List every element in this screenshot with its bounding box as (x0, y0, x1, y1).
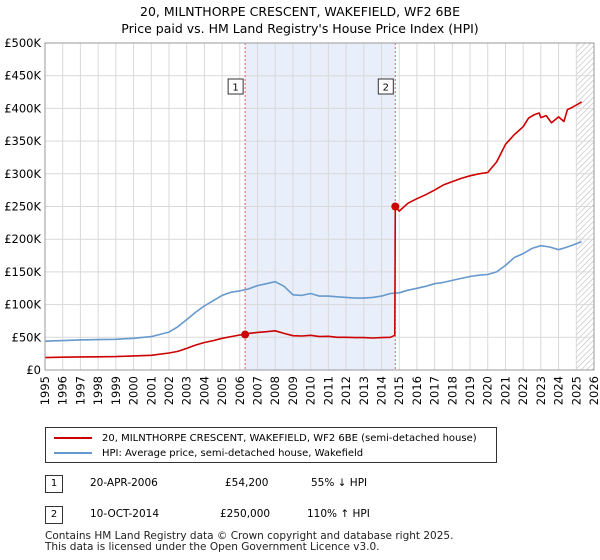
x-tick-label: 2003 (180, 376, 194, 405)
x-tick-label: 2010 (304, 376, 318, 405)
legend-hpi-swatch (54, 452, 92, 454)
x-tick-label: 2022 (516, 376, 530, 405)
y-tick-label: £200K (4, 232, 41, 246)
y-tick-label: £350K (4, 134, 41, 148)
sale-hpi-change: 55% ↓ HPI (311, 477, 368, 489)
x-tick-label: 2015 (392, 376, 406, 405)
sale-marker (391, 202, 400, 211)
y-tick-label: £100K (4, 298, 41, 312)
x-tick-label: 2016 (410, 376, 424, 405)
property-series-line (44, 101, 583, 359)
sale-price: £54,200 (225, 477, 269, 489)
x-tick-label: 2000 (127, 376, 141, 405)
x-tick-label: 2014 (374, 376, 388, 405)
x-tick-label: 2011 (321, 376, 335, 405)
y-tick-label: £300K (4, 167, 41, 181)
x-tick-label: 2026 (587, 376, 600, 405)
x-tick-label: 2005 (215, 376, 229, 405)
chart-subtitle: Price paid vs. HM Land Registry's House … (121, 21, 479, 36)
legend: 20, MILNTHORPE CRESCENT, WAKEFIELD, WF2 … (45, 427, 497, 463)
plot-frame (44, 42, 595, 371)
x-tick-label: 2021 (498, 376, 512, 405)
sale-label-text: 2 (383, 83, 389, 94)
x-tick-label: 1999 (109, 376, 123, 405)
sale-price: £250,000 (220, 508, 271, 520)
x-tick-label: 2001 (144, 376, 158, 405)
x-tick-label: 2025 (569, 376, 583, 405)
hpi-series-line (44, 241, 582, 342)
sale-label-box (227, 78, 244, 95)
x-tick-label: 2012 (339, 376, 353, 405)
y-tick-label: £0 (26, 363, 41, 377)
x-tick-label: 2017 (428, 376, 442, 405)
legend-property-swatch (54, 437, 92, 439)
sale-date: 20-APR-2006 (90, 477, 158, 489)
x-tick-label: 2002 (162, 376, 176, 405)
sale-number-badge: 1 (45, 475, 63, 493)
sale-label-text: 1 (232, 83, 238, 94)
price-chart: 1 2 £0 £50K £100K £150K £200K £250K £300K £350K £… (4, 36, 600, 405)
x-tick-label: 2008 (268, 376, 282, 405)
x-tick-label: 2023 (534, 376, 548, 405)
x-tick-label: 2019 (463, 376, 477, 405)
footer-copyright: Contains HM Land Registry data © Crown c… (45, 530, 454, 542)
y-tick-label: £250K (4, 200, 41, 214)
x-tick-label: 1995 (38, 376, 52, 405)
x-tick-label: 1996 (56, 376, 70, 405)
sale-hpi-change: 110% ↑ HPI (307, 508, 370, 520)
x-tick-label: 2020 (481, 376, 495, 405)
x-tick-label: 2009 (286, 376, 300, 405)
y-tick-label: £150K (4, 265, 41, 279)
x-tick-label: 2024 (552, 376, 566, 405)
x-tick-label: 2018 (445, 376, 459, 405)
y-tick-label: £50K (12, 330, 42, 344)
legend-item-property: 20, MILNTHORPE CRESCENT, WAKEFIELD, WF2 … (54, 431, 477, 445)
x-tick-label: 1997 (73, 376, 87, 405)
sale-label-box (377, 78, 394, 95)
footer-licence: This data is licensed under the Open Gov… (45, 541, 380, 553)
x-tick-label: 2013 (357, 376, 371, 405)
legend-item-hpi: HPI: Average price, semi-detached house,… (54, 446, 363, 460)
chart-title: 20, MILNTHORPE CRESCENT, WAKEFIELD, WF2 … (140, 4, 460, 19)
y-tick-label: £500K (4, 36, 41, 50)
sale-date: 10-OCT-2014 (90, 508, 159, 520)
x-tick-label: 2004 (197, 376, 211, 405)
footer: Contains HM Land Registry data © Crown c… (45, 531, 453, 553)
sale-marker (241, 330, 250, 339)
x-tick-label: 2007 (251, 376, 265, 405)
y-tick-label: £400K (4, 101, 41, 115)
x-tick-label: 1998 (91, 376, 105, 405)
x-tick-label: 2006 (233, 376, 247, 405)
legend-hpi-label: HPI: Average price, semi-detached house,… (102, 447, 364, 459)
legend-property-label: 20, MILNTHORPE CRESCENT, WAKEFIELD, WF2 … (102, 432, 477, 444)
sale-number-badge: 2 (45, 506, 63, 524)
y-tick-label: £450K (4, 69, 41, 83)
